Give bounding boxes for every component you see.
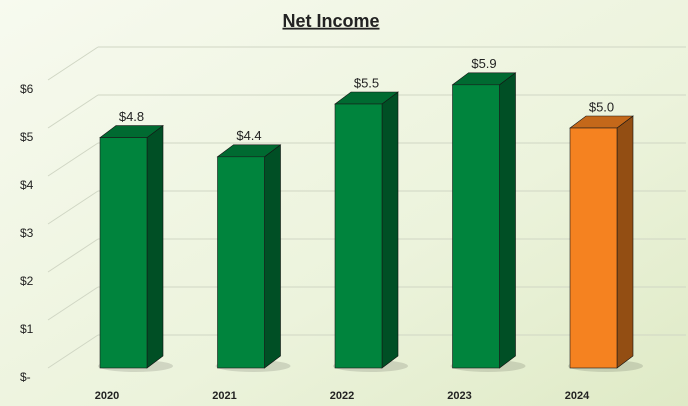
x-tick-label: 2024 — [565, 390, 590, 402]
x-tick-label: 2020 — [95, 390, 119, 402]
value-label: $4.8 — [119, 109, 144, 124]
bar-side — [264, 144, 281, 369]
bar-side — [616, 115, 634, 369]
chart-title: Net Income — [282, 11, 379, 31]
y-tick-label: $1 — [20, 322, 34, 336]
y-tick-label: $3 — [20, 226, 34, 240]
grid-line-side — [47, 94, 99, 129]
bar-side — [499, 72, 516, 369]
bar-side — [146, 124, 164, 369]
y-tick-label: $6 — [20, 82, 34, 96]
y-tick-label: $- — [20, 370, 31, 384]
bar — [334, 103, 383, 369]
grid-line-side — [47, 334, 99, 369]
x-tick-label: 2021 — [212, 390, 236, 402]
value-label: $5.0 — [589, 99, 614, 114]
grid-line-side — [47, 286, 99, 321]
value-label: $4.4 — [236, 128, 261, 143]
value-label: $5.9 — [471, 56, 496, 71]
x-tick-label: 2023 — [447, 390, 471, 402]
value-label: $5.5 — [354, 75, 379, 90]
grid-line-side — [47, 238, 99, 273]
bar — [569, 127, 618, 369]
grid-line-side — [47, 142, 99, 177]
y-tick-label: $5 — [20, 130, 34, 144]
grid-line-side — [47, 46, 99, 81]
bar — [217, 156, 265, 369]
grid-line-side — [47, 190, 99, 225]
bar — [452, 84, 500, 369]
bar-side — [381, 91, 399, 369]
bar — [99, 137, 148, 369]
x-tick-label: 2022 — [330, 390, 354, 402]
y-tick-label: $4 — [20, 178, 34, 192]
y-tick-label: $2 — [20, 274, 34, 288]
